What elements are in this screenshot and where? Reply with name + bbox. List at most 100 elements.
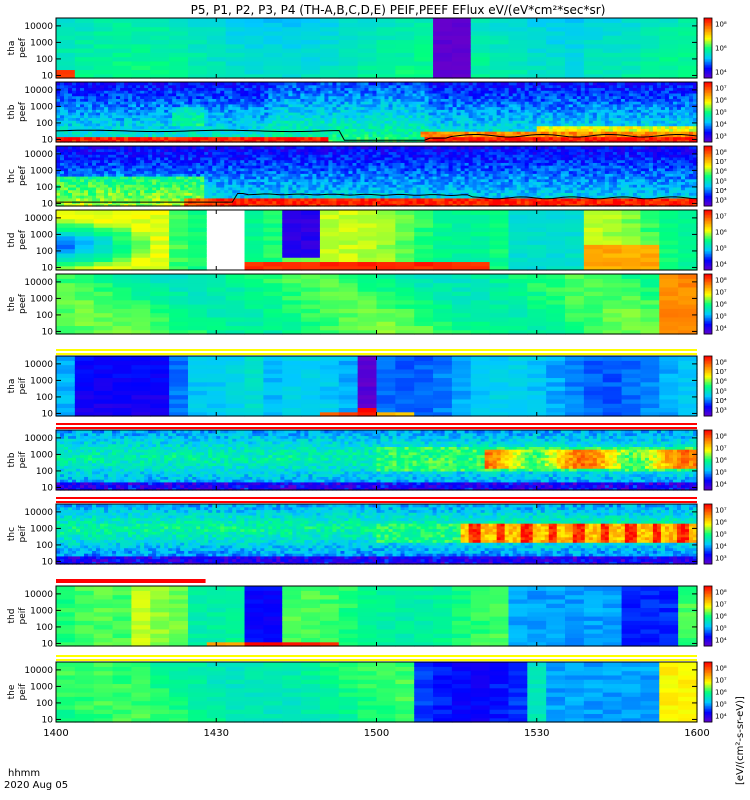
spectrogram-cell [225, 48, 246, 53]
spectrogram-cell [68, 154, 73, 158]
spectrogram-cell [544, 98, 550, 102]
spectrogram-cell [580, 133, 586, 138]
spectrogram-cell [225, 73, 246, 79]
spectrogram-cell [148, 82, 153, 86]
spectrogram-cell [116, 131, 121, 135]
spectrogram-cell [204, 197, 209, 202]
spectrogram-cell [68, 133, 73, 138]
spectrogram-cell [688, 114, 694, 119]
spectrogram-cell [292, 120, 297, 124]
spectrogram-cell [380, 120, 386, 124]
spectrogram-cell [444, 90, 450, 94]
spectrogram-cell [492, 109, 498, 113]
spectrogram-cell [176, 95, 181, 99]
spectrogram-cell [212, 192, 217, 196]
spectrogram-cell [276, 128, 281, 132]
colorbar-cell [704, 83, 712, 86]
spectrogram-cell [460, 139, 466, 143]
spectrogram-cell [451, 30, 472, 36]
spectrogram-cell [596, 106, 602, 110]
spectrogram-cell [132, 167, 137, 172]
spectrogram-cell [448, 125, 454, 129]
spectrogram-cell [187, 35, 208, 41]
spectrogram-cell [348, 90, 354, 94]
spectrogram-cell [608, 122, 614, 127]
spectrogram-cell [148, 151, 153, 155]
spectrogram-cell [640, 128, 646, 132]
spectrogram-cell [84, 98, 89, 102]
spectrogram-cell [532, 139, 538, 143]
spectrogram-cell [608, 139, 614, 143]
spectrogram-cell [168, 98, 173, 102]
spectrogram-cell [200, 101, 205, 105]
spectrogram-cell [580, 84, 586, 89]
spectrogram-cell [112, 162, 117, 166]
colorbar-cell [704, 100, 712, 102]
spectrogram-cell [136, 176, 141, 180]
spectrogram-cell [336, 95, 342, 99]
spectrogram-cell [376, 109, 382, 113]
spectrogram-cell [324, 133, 330, 138]
spectrogram-cell [536, 128, 542, 132]
spectrogram-cell [395, 43, 415, 49]
spectrogram-cell [148, 98, 153, 102]
spectrogram-cell [676, 117, 682, 121]
spectrogram-cell [440, 139, 446, 143]
spectrogram-cell [296, 90, 301, 94]
spectrogram-cell [516, 84, 522, 89]
spectrogram-cell [664, 114, 670, 119]
spectrogram-cell [576, 95, 582, 99]
spectrogram-cell [524, 131, 530, 135]
spectrogram-cell [60, 165, 65, 169]
spectrogram-cell [216, 112, 221, 116]
spectrogram-cell [520, 128, 526, 132]
spectrogram-cell [192, 165, 197, 169]
spectrogram-cell [120, 82, 125, 86]
spectrogram-cell [144, 154, 149, 158]
spectrogram-cell [80, 192, 85, 196]
spectrogram-cell [112, 65, 133, 71]
spectrogram-cell [156, 186, 161, 191]
spectrogram-cell [432, 95, 438, 99]
spectrogram-cell [236, 90, 241, 94]
spectrogram-cell [92, 186, 97, 191]
spectrogram-cell [436, 128, 442, 132]
spectrogram-cell [516, 117, 522, 121]
spectrogram-cell [484, 92, 490, 97]
spectrogram-cell [432, 112, 438, 116]
spectrogram-cell [600, 114, 606, 119]
spectrogram-cell [340, 128, 346, 132]
spectrogram-cell [212, 125, 217, 129]
spectrogram-cell [424, 128, 430, 132]
spectrogram-cell [372, 103, 378, 108]
spectrogram-cell [648, 82, 654, 86]
spectrogram-cell [484, 90, 490, 94]
spectrogram-cell [176, 165, 181, 169]
spectrogram-cell [208, 181, 213, 185]
spectrogram-cell [300, 136, 305, 140]
spectrogram-cell [424, 109, 430, 113]
spectrogram-cell [292, 125, 297, 129]
spectrogram-cell [420, 106, 426, 110]
spectrogram-cell [164, 146, 169, 150]
spectrogram-cell [152, 87, 157, 91]
spectrogram-cell [204, 84, 209, 89]
spectrogram-cell [84, 165, 89, 169]
spectrogram-cell [80, 139, 85, 143]
spectrogram-cell [644, 114, 650, 119]
spectrogram-cell [668, 95, 674, 99]
spectrogram-cell [280, 114, 285, 119]
colorbar-cell [704, 31, 712, 34]
spectrogram-cell [512, 92, 518, 97]
spectrogram-cell [372, 136, 378, 140]
spectrogram-cell [188, 90, 193, 94]
spectrogram-cell [172, 197, 177, 202]
spectrogram-cell [344, 125, 350, 129]
spectrogram-cell [93, 35, 114, 41]
spectrogram-cell [356, 120, 362, 124]
spectrogram-cell [260, 133, 265, 138]
spectrogram-cell [148, 170, 153, 174]
spectrogram-cell [284, 92, 289, 97]
spectrogram-cell [225, 69, 246, 75]
spectrogram-cell [88, 203, 93, 207]
